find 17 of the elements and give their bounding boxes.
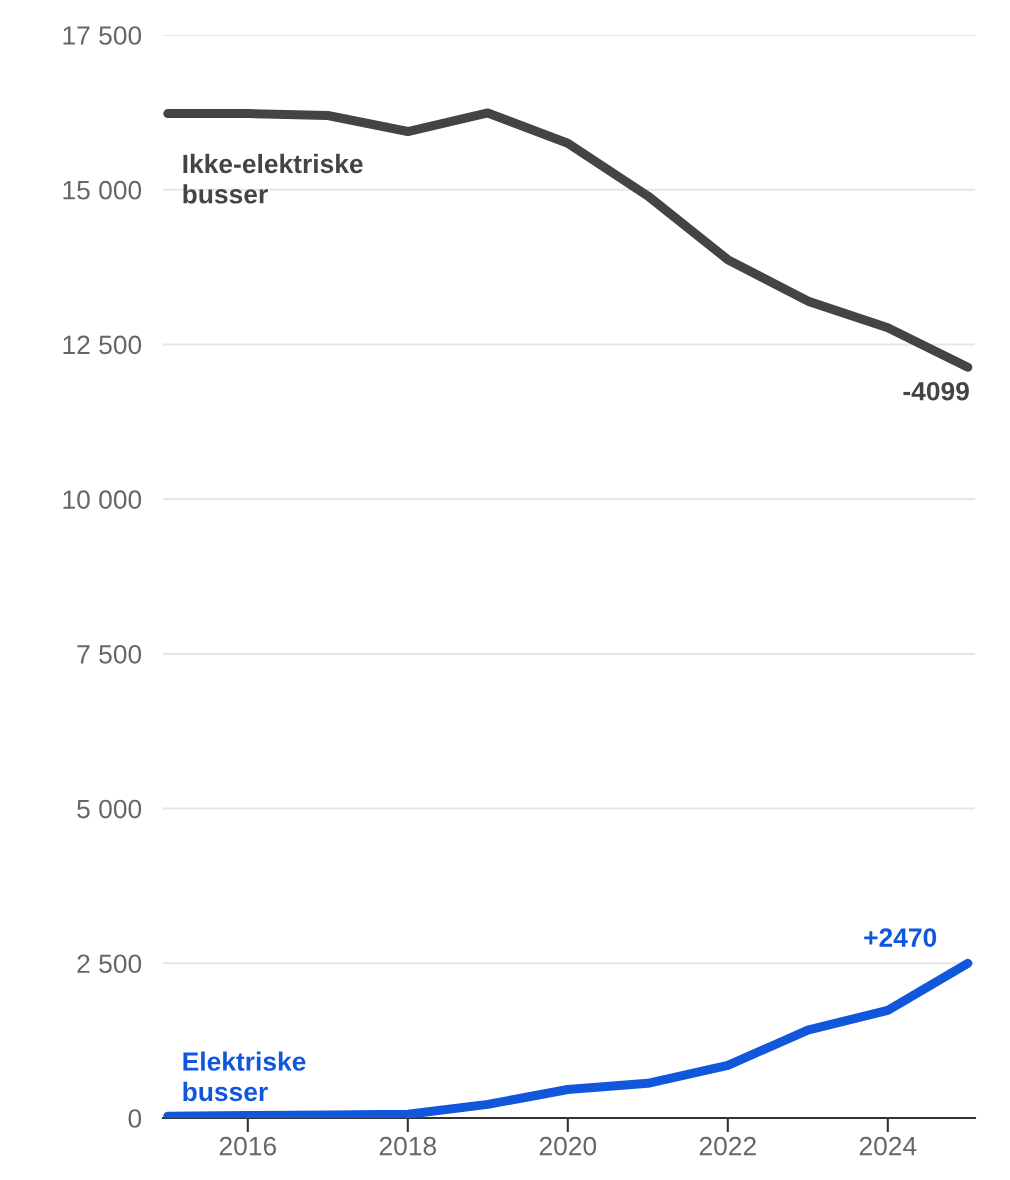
y-tick-label: 2 500 [77,954,142,974]
y-tick-label: 12 500 [63,335,142,355]
y-tick-label: 7 500 [77,644,142,664]
x-tick-label: 2018 [379,1136,437,1156]
annotation: +2470 [864,928,937,947]
y-tick-label: 15 000 [63,180,142,200]
x-tick-label: 2022 [699,1136,756,1156]
x-tick-label: 2020 [539,1136,597,1156]
series-label: Ikke-elektriske busser [183,153,363,204]
y-tick-label: 0 [128,1109,142,1128]
x-tick-label: 2024 [859,1136,917,1156]
series-label: Elektriske busser [183,1051,306,1102]
annotation: -4099 [903,381,969,401]
y-tick-label: 5 000 [77,799,142,819]
x-tick-label: 2016 [219,1136,276,1156]
y-tick-label: 10 000 [63,490,142,509]
y-tick-label: 17 500 [63,26,142,45]
